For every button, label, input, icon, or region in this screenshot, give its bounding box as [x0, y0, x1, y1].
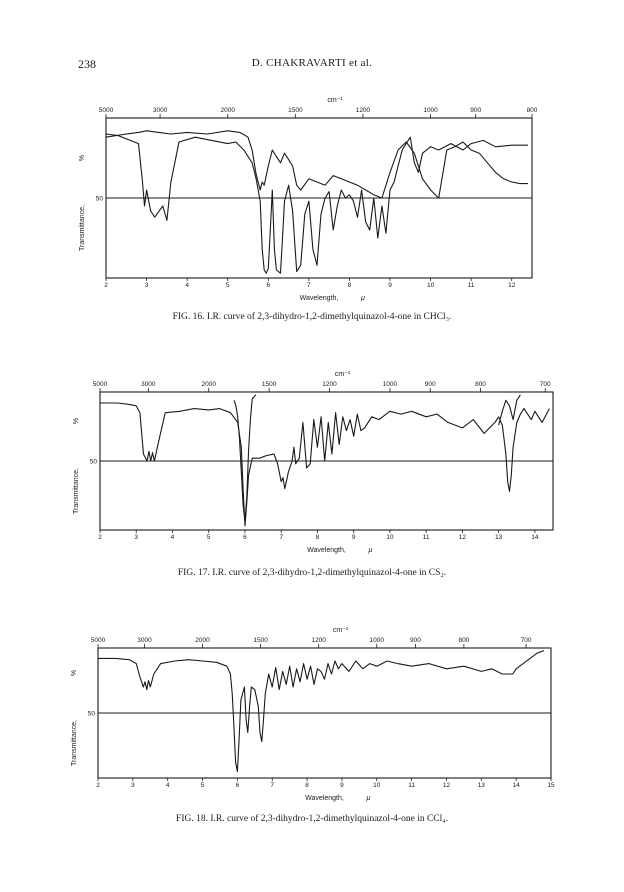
top-tick-label: 2000: [220, 107, 235, 114]
x-axis-unit: μ: [360, 295, 365, 302]
top-tick-label: 800: [475, 381, 486, 388]
x-tick-label: 12: [459, 534, 467, 541]
x-tick-label: 9: [340, 782, 344, 789]
top-tick-label: 3000: [137, 637, 152, 644]
top-tick-label: 800: [458, 637, 469, 644]
y-axis-label: Transmittance,: [79, 205, 86, 251]
top-tick-label: 900: [410, 637, 421, 644]
top-tick-label: 5000: [99, 107, 114, 114]
figure-caption: FIG. 17. I.R. curve of 2,3-dihydro-1,2-d…: [177, 568, 447, 578]
x-tick-label: 10: [373, 782, 381, 789]
y-ref-label: 50: [90, 459, 98, 466]
x-tick-label: 6: [266, 282, 270, 289]
top-tick-label: 2000: [195, 637, 210, 644]
y-ref-label: 50: [96, 196, 104, 203]
x-tick-label: 8: [316, 534, 320, 541]
x-tick-label: 4: [171, 534, 175, 541]
figure-18: cm⁻¹ 5000 3000 2000 1500 1200 1000 900 800 700 2 3 4…: [0, 618, 624, 838]
x-tick-label: 5: [207, 534, 211, 541]
y-axis-unit: %: [71, 670, 78, 676]
x-axis-label: Wavelength,: [307, 547, 346, 554]
x-axis-label: Wavelength,: [300, 295, 339, 302]
y-axis-label: Transmittance,: [71, 720, 78, 766]
top-tick-label: 3000: [141, 381, 156, 388]
x-tick-label: 8: [348, 282, 352, 289]
figure-16: cm⁻¹ 5000 3000 2000 1500 1200 1000 900 800 2 3 4 5 6 7…: [0, 88, 624, 328]
x-tick-label: 15: [547, 782, 555, 789]
running-head: D. CHAKRAVARTI et al.: [251, 57, 373, 69]
y-axis-unit: %: [73, 418, 80, 424]
x-tick-label: 2: [98, 534, 102, 541]
x-tick-label: 5: [226, 282, 230, 289]
top-axis-label: cm⁻¹: [335, 371, 351, 378]
spectrum-trace-2: [233, 394, 257, 523]
top-tick-label: 900: [425, 381, 436, 388]
top-tick-label: 1200: [311, 637, 326, 644]
x-tick-label: 11: [468, 282, 475, 289]
top-tick-label: 900: [470, 107, 481, 114]
x-tick-label: 5: [201, 782, 205, 789]
x-tick-label: 2: [96, 782, 100, 789]
x-tick-label: 3: [131, 782, 135, 789]
top-tick-label: 1000: [423, 107, 438, 114]
x-tick-label: 9: [352, 534, 356, 541]
x-tick-label: 10: [386, 534, 394, 541]
top-tick-label: 700: [540, 381, 551, 388]
top-tick-label: 2000: [201, 381, 216, 388]
y-axis-unit: %: [79, 155, 86, 161]
top-tick-label: 1000: [383, 381, 398, 388]
x-tick-label: 14: [531, 534, 539, 541]
x-tick-label: 12: [508, 282, 516, 289]
x-axis-unit: μ: [368, 547, 373, 554]
x-tick-label: 9: [388, 282, 392, 289]
ir-chart-fig17: cm⁻¹ 5000 3000 2000 1500 1200 1000 900 800 700 2 3 4…: [73, 371, 554, 554]
top-tick-label: 1500: [262, 381, 277, 388]
x-tick-label: 6: [243, 534, 247, 541]
x-tick-label: 4: [185, 282, 189, 289]
x-tick-label: 14: [513, 782, 521, 789]
spectrum-trace-1: [100, 402, 550, 527]
x-tick-label: 2: [104, 282, 108, 289]
top-axis-label: cm⁻¹: [333, 627, 349, 634]
top-tick-label: 5000: [93, 381, 108, 388]
x-tick-label: 7: [307, 282, 311, 289]
top-axis-label: cm⁻¹: [327, 97, 343, 104]
top-tick-label: 1200: [322, 381, 337, 388]
x-tick-label: 4: [166, 782, 170, 789]
y-ref-label: 50: [88, 711, 96, 718]
top-tick-label: 800: [527, 107, 538, 114]
top-tick-label: 1200: [356, 107, 371, 114]
x-axis-label: Wavelength,: [305, 795, 344, 802]
x-tick-label: 6: [236, 782, 240, 789]
y-axis-label: Transmittance,: [73, 468, 80, 514]
spectrum-trace-1: [105, 133, 528, 274]
x-tick-label: 8: [305, 782, 309, 789]
page-number: 238: [78, 57, 96, 71]
x-tick-label: 13: [495, 534, 503, 541]
ir-chart-fig16: cm⁻¹ 5000 3000 2000 1500 1200 1000 900 800 2 3 4 5 6 7…: [79, 97, 538, 302]
x-tick-label: 10: [427, 282, 435, 289]
spectrum-trace-1: [98, 650, 545, 773]
figure-17: cm⁻¹ 5000 3000 2000 1500 1200 1000 900 800 700 2 3 4…: [0, 362, 624, 592]
x-axis-unit: μ: [366, 795, 371, 802]
ir-chart-fig18: cm⁻¹ 5000 3000 2000 1500 1200 1000 900 800 700 2 3 4…: [71, 627, 555, 802]
top-tick-label: 3000: [153, 107, 168, 114]
figure-caption: FIG. 16. I.R. curve of 2,3-dihydro-1,2-d…: [172, 312, 452, 322]
spectrum-trace-3: [498, 394, 521, 426]
spectrum-trace-2: [105, 130, 528, 199]
x-tick-label: 3: [145, 282, 149, 289]
x-tick-label: 12: [443, 782, 451, 789]
top-tick-label: 5000: [91, 637, 106, 644]
x-tick-label: 7: [279, 534, 283, 541]
x-tick-label: 11: [423, 534, 430, 541]
figure-caption: FIG. 18. I.R. curve of 2,3-dihydro-1,2-d…: [176, 814, 448, 824]
top-tick-label: 1500: [288, 107, 303, 114]
x-tick-label: 3: [134, 534, 138, 541]
x-tick-label: 7: [270, 782, 274, 789]
x-tick-label: 13: [478, 782, 486, 789]
x-tick-label: 11: [408, 782, 415, 789]
top-tick-label: 700: [521, 637, 532, 644]
top-tick-label: 1500: [253, 637, 268, 644]
top-tick-label: 1000: [370, 637, 385, 644]
